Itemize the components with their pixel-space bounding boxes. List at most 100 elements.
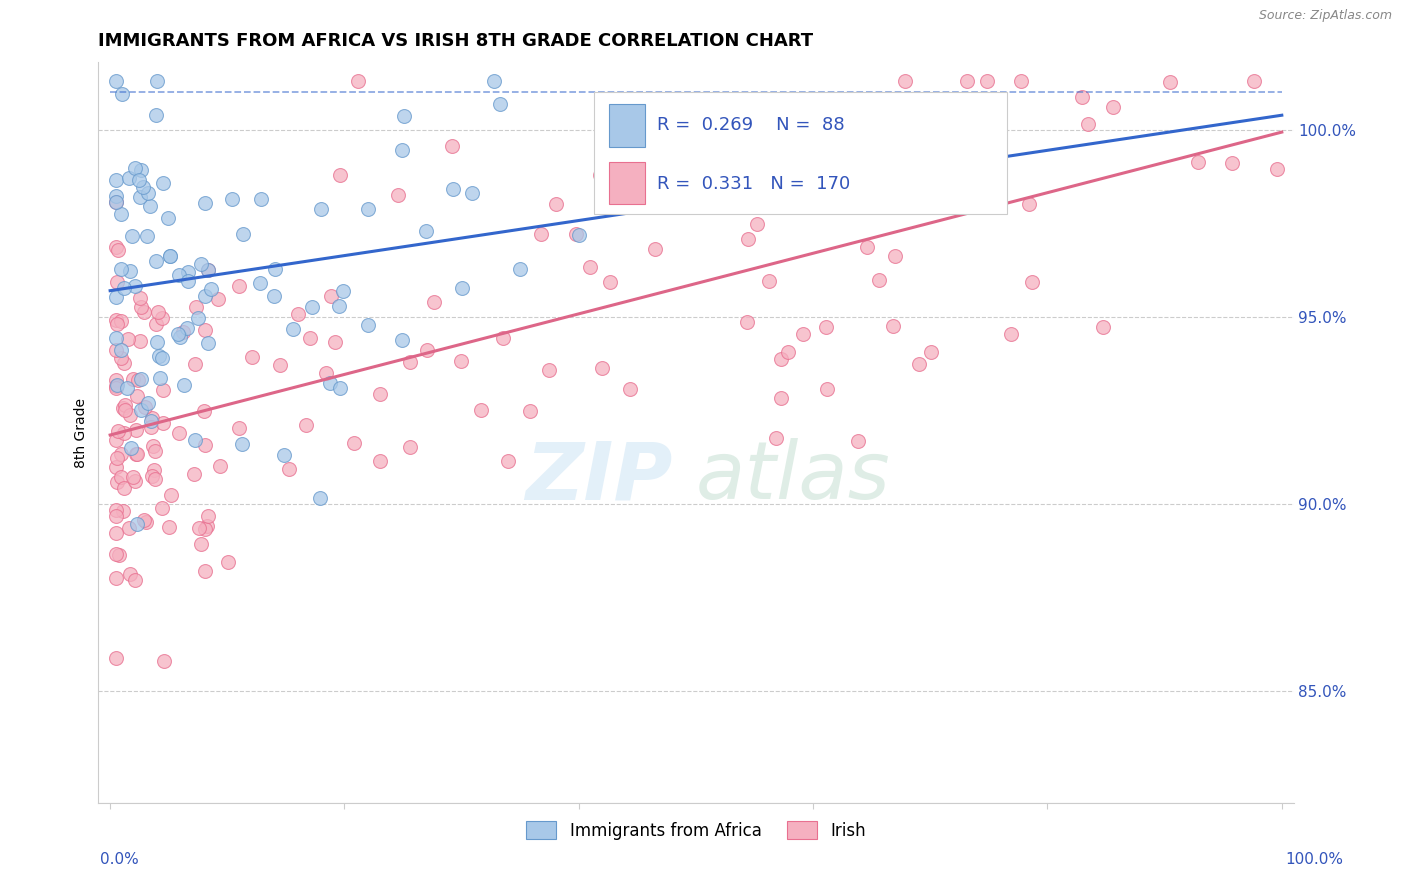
Point bbox=[110, 351, 132, 365]
Point bbox=[134, 513, 156, 527]
Point bbox=[169, 330, 191, 344]
Point bbox=[200, 282, 222, 296]
Point bbox=[186, 300, 208, 314]
Point bbox=[283, 322, 305, 336]
Point bbox=[136, 396, 159, 410]
Point bbox=[273, 448, 295, 462]
Text: ZIP: ZIP bbox=[524, 438, 672, 516]
Point bbox=[319, 289, 342, 303]
Point bbox=[160, 488, 183, 502]
Point bbox=[152, 383, 174, 397]
Point bbox=[1102, 100, 1125, 114]
Point bbox=[132, 304, 155, 318]
Point bbox=[112, 425, 135, 440]
Point bbox=[956, 74, 979, 88]
Point bbox=[197, 263, 219, 277]
Point bbox=[107, 424, 129, 438]
Point bbox=[128, 173, 150, 187]
Point bbox=[190, 536, 212, 550]
Point bbox=[105, 434, 128, 448]
Point bbox=[183, 467, 205, 481]
Point bbox=[792, 326, 814, 341]
Text: R =  0.331   N =  170: R = 0.331 N = 170 bbox=[657, 175, 849, 193]
Point bbox=[391, 333, 413, 347]
Point bbox=[105, 240, 128, 254]
Point bbox=[976, 74, 998, 88]
Point bbox=[146, 335, 169, 350]
Point bbox=[249, 192, 271, 206]
Point bbox=[880, 188, 903, 202]
Point bbox=[125, 448, 148, 462]
Point bbox=[482, 74, 505, 88]
Point bbox=[392, 109, 415, 123]
Text: 0.0%: 0.0% bbox=[100, 852, 139, 867]
Point bbox=[846, 434, 869, 448]
Point bbox=[139, 198, 162, 212]
Point bbox=[868, 273, 890, 287]
Point bbox=[907, 357, 929, 371]
Point bbox=[159, 249, 181, 263]
Bar bbox=[595, 92, 1007, 214]
Point bbox=[319, 376, 342, 391]
Point bbox=[120, 441, 142, 455]
Point bbox=[232, 227, 254, 241]
Point bbox=[195, 519, 218, 533]
Point bbox=[599, 275, 621, 289]
Point bbox=[127, 388, 149, 402]
Point bbox=[626, 149, 648, 163]
Point bbox=[332, 285, 354, 299]
Point bbox=[114, 398, 136, 412]
Text: 100.0%: 100.0% bbox=[1285, 852, 1344, 867]
Point bbox=[105, 503, 128, 517]
Point bbox=[287, 307, 309, 321]
Point bbox=[129, 334, 152, 348]
Point bbox=[152, 501, 174, 516]
Point bbox=[814, 320, 837, 334]
Point bbox=[105, 74, 128, 88]
Point bbox=[173, 377, 195, 392]
Point bbox=[1010, 74, 1032, 88]
Point bbox=[209, 459, 232, 474]
Point bbox=[141, 410, 163, 425]
Point bbox=[441, 139, 464, 153]
Point bbox=[129, 291, 152, 305]
Text: R =  0.269    N =  88: R = 0.269 N = 88 bbox=[657, 116, 844, 134]
Point bbox=[105, 379, 128, 393]
Point bbox=[765, 431, 787, 445]
Point bbox=[129, 403, 152, 417]
Point bbox=[460, 186, 482, 201]
Point bbox=[107, 243, 129, 257]
Point bbox=[114, 355, 136, 369]
Point bbox=[856, 240, 879, 254]
Point bbox=[105, 373, 128, 387]
Point bbox=[323, 334, 346, 349]
Point bbox=[167, 326, 190, 341]
Point bbox=[231, 436, 253, 450]
Point bbox=[779, 194, 801, 209]
Point bbox=[110, 261, 132, 276]
Point bbox=[263, 262, 285, 277]
Point bbox=[125, 517, 148, 532]
Point bbox=[110, 314, 132, 328]
Point bbox=[143, 443, 166, 458]
Point bbox=[118, 264, 141, 278]
Point bbox=[105, 451, 128, 466]
Point bbox=[1267, 161, 1289, 176]
Bar bbox=[609, 161, 644, 204]
Point bbox=[150, 351, 173, 366]
Point bbox=[105, 381, 128, 395]
Point bbox=[105, 475, 128, 489]
Point bbox=[347, 74, 370, 88]
Point bbox=[148, 304, 170, 318]
Point bbox=[129, 162, 152, 177]
Point bbox=[135, 516, 157, 530]
Point bbox=[145, 254, 167, 268]
Point bbox=[769, 391, 792, 405]
Point bbox=[117, 332, 139, 346]
Point bbox=[152, 416, 174, 430]
Point bbox=[167, 268, 190, 282]
Point bbox=[758, 274, 780, 288]
Point bbox=[110, 469, 132, 483]
Point bbox=[509, 261, 531, 276]
Point bbox=[125, 447, 148, 461]
